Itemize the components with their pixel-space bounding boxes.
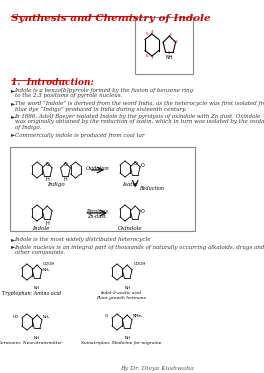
FancyBboxPatch shape [10, 147, 195, 231]
Text: Indigo: Indigo [47, 182, 65, 187]
Text: was originally obtained by the reduction of isatin, which in turn was isolated b: was originally obtained by the reduction… [15, 119, 264, 125]
Text: blue dye “Indigo” produced in India during sixteenth century.: blue dye “Indigo” produced in India duri… [15, 107, 186, 112]
Text: ►: ► [11, 132, 15, 138]
Text: O: O [133, 161, 137, 166]
Text: In 1886, Adolf Baeyer isolated Indole by the pyrolysis of oxindole with Zn dust.: In 1886, Adolf Baeyer isolated Indole by… [15, 114, 261, 119]
Text: NH: NH [166, 55, 173, 60]
Text: HO: HO [13, 315, 19, 319]
Text: H: H [64, 177, 67, 182]
Text: Serotonin: Neurotransmitter: Serotonin: Neurotransmitter [0, 341, 63, 345]
Text: O: O [45, 162, 49, 167]
Text: H: H [45, 177, 49, 182]
Text: Oxindole: Oxindole [118, 226, 143, 231]
Text: ►: ► [11, 88, 15, 93]
Text: Plant growth hormone: Plant growth hormone [96, 296, 146, 300]
Text: COOH: COOH [134, 262, 146, 266]
Text: NH₂: NH₂ [43, 315, 50, 319]
Text: 1.  Introduction:: 1. Introduction: [11, 78, 94, 87]
Text: Tryptophan: Amino acid: Tryptophan: Amino acid [2, 291, 61, 296]
Text: O: O [141, 163, 145, 168]
Text: 4: 4 [150, 30, 153, 34]
Text: Indole: Indole [32, 226, 49, 231]
Text: Sumatriptan: Medicine for migraine: Sumatriptan: Medicine for migraine [81, 341, 162, 345]
Text: ►: ► [11, 101, 15, 106]
Text: NH: NH [34, 336, 40, 340]
Text: Synthesis and Chemistry of Indole: Synthesis and Chemistry of Indole [11, 14, 210, 23]
Text: Oxidation: Oxidation [86, 166, 109, 171]
Text: H: H [45, 221, 49, 226]
Text: ►: ► [11, 237, 15, 242]
Text: Indole is a benzo[b]pyrrole formed by the fusion of benzene ring: Indole is a benzo[b]pyrrole formed by th… [15, 88, 194, 93]
Text: Indol-3-acetic acid: Indol-3-acetic acid [100, 291, 141, 295]
Text: O: O [105, 314, 108, 318]
Text: 7: 7 [150, 56, 153, 60]
Text: ►: ► [11, 114, 15, 119]
FancyBboxPatch shape [135, 17, 193, 74]
Text: 1: 1 [168, 50, 171, 54]
Text: 5: 5 [146, 32, 149, 37]
Text: O: O [64, 162, 67, 167]
Text: 3: 3 [169, 33, 172, 37]
Text: 6: 6 [146, 54, 149, 57]
Text: NH: NH [124, 286, 130, 290]
Text: 2: 2 [175, 40, 178, 44]
Text: Zn-dust: Zn-dust [87, 214, 106, 219]
Text: Isatin: Isatin [122, 182, 138, 187]
Text: Indole nucleus is an integral part of thousands of naturally occurring alkaloids: Indole nucleus is an integral part of th… [15, 244, 264, 250]
Text: NH₂: NH₂ [42, 268, 50, 272]
Text: ►: ► [11, 244, 15, 250]
Text: of Indigo.: of Indigo. [15, 125, 41, 130]
Text: Indole is the most widely distributed heterocycle: Indole is the most widely distributed he… [15, 237, 151, 242]
Text: to the 2,3 positions of pyrrole nucleus.: to the 2,3 positions of pyrrole nucleus. [15, 94, 122, 98]
Text: NH: NH [124, 336, 130, 340]
Text: By Dr. Divya Kushwaha: By Dr. Divya Kushwaha [120, 366, 194, 371]
Text: The word “Indole” is derived from the word India, as the heterocycle was first i: The word “Indole” is derived from the wo… [15, 101, 264, 106]
Text: NMe₂: NMe₂ [133, 314, 144, 318]
Text: Reduction: Reduction [139, 186, 164, 191]
Text: O: O [141, 209, 145, 214]
Text: COOH: COOH [43, 262, 55, 266]
Text: Pyrolysis: Pyrolysis [86, 209, 108, 214]
Text: other compounds.: other compounds. [15, 250, 65, 255]
Text: Commercially indole is produced from coal tar: Commercially indole is produced from coa… [15, 132, 144, 138]
Text: NH: NH [34, 286, 40, 290]
